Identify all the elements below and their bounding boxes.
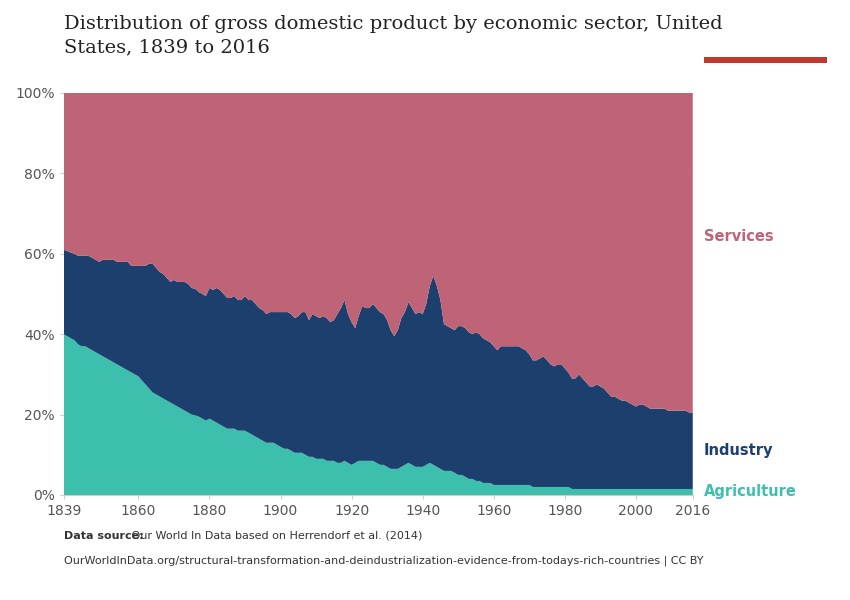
Text: Our World: Our World — [734, 25, 797, 35]
Text: OurWorldInData.org/structural-transformation-and-deindustrialization-evidence-fr: OurWorldInData.org/structural-transforma… — [64, 555, 703, 565]
Text: Services: Services — [704, 229, 774, 244]
Text: in Data: in Data — [743, 40, 788, 49]
Text: Industry: Industry — [704, 443, 774, 458]
Text: Agriculture: Agriculture — [704, 484, 796, 499]
Text: Distribution of gross domestic product by economic sector, United
States, 1839 t: Distribution of gross domestic product b… — [64, 15, 722, 56]
Text: Data source:: Data source: — [64, 531, 144, 541]
Text: Our World In Data based on Herrendorf et al. (2014): Our World In Data based on Herrendorf et… — [128, 531, 422, 541]
Bar — [704, 56, 827, 63]
